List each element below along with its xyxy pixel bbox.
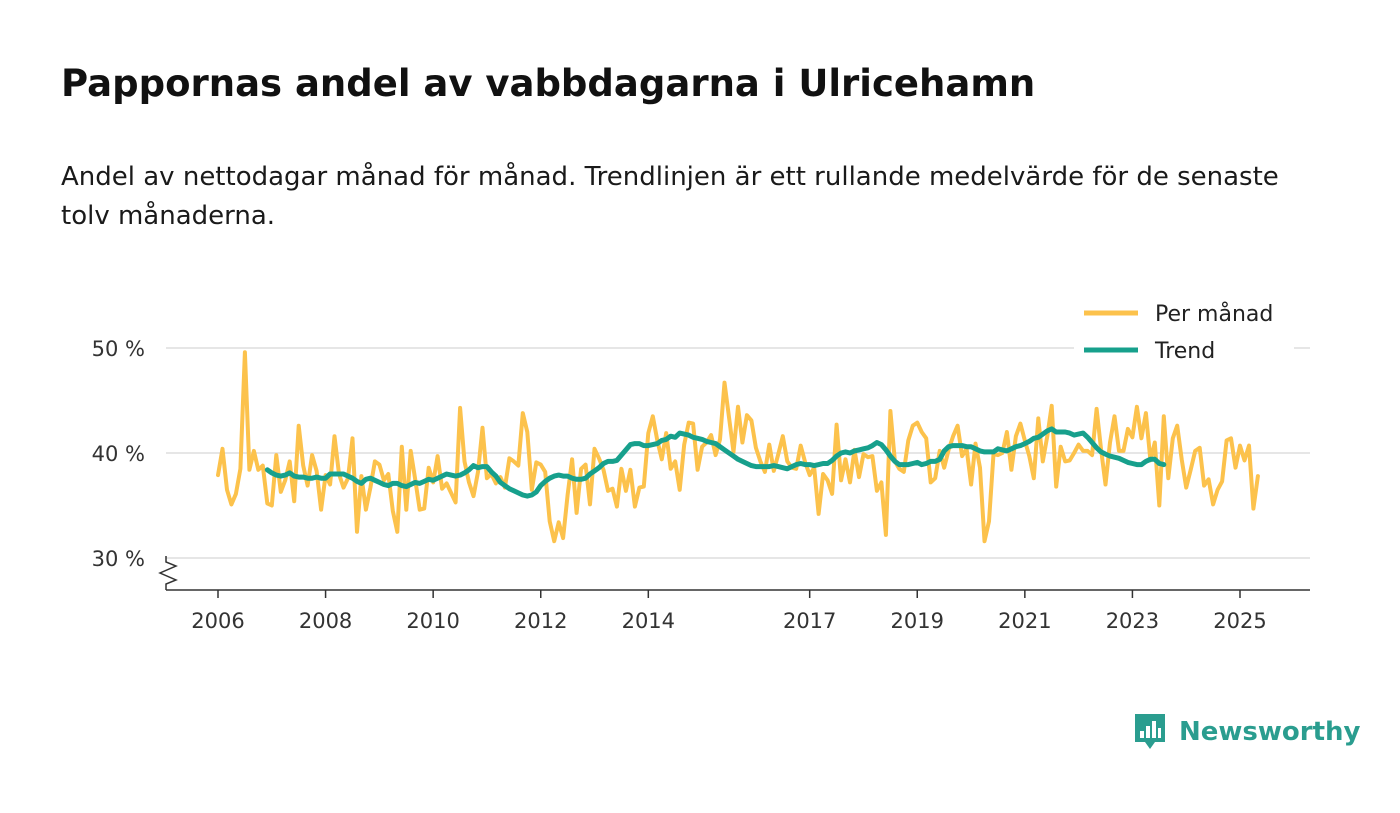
series-line-per-manad [216,350,1260,544]
x-tick-label: 2014 [622,609,675,633]
x-tick-label: 2025 [1213,609,1266,633]
legend-background [1074,290,1294,374]
x-tick-label: 2017 [783,609,836,633]
x-tick-label: 2019 [891,609,944,633]
x-tick-label: 2023 [1106,609,1159,633]
y-tick-labels: 30 % 40 % 50 % [92,337,145,571]
brand-name: Newsworthy [1179,717,1361,747]
y-tick-label: 40 % [92,442,145,466]
y-tick-label: 30 % [92,547,145,571]
axis-break-icon [158,556,178,590]
x-tick-label: 2012 [514,609,567,633]
x-tick-labels: 2006 2008 2010 2012 2014 2017 2019 2021 2023 2025 [191,609,1266,633]
brand-logo: Newsworthy [1133,712,1360,752]
x-tick-label: 2021 [998,609,1051,633]
y-tick-label: 50 % [92,337,145,361]
x-tick-label: 2008 [299,609,352,633]
x-axis [158,556,1310,598]
legend-label-per-manad: Per månad [1155,301,1273,327]
page-title: Pappornas andel av vabbdagarna i Ulriceh… [61,62,1036,105]
x-tick-label: 2006 [191,609,244,633]
legend-label-trend: Trend [1154,339,1215,364]
x-tick-label: 2010 [406,609,459,633]
legend: Per månad Trend [1074,290,1294,374]
series-line-trend [264,426,1167,499]
page-subtitle: Andel av nettodagar månad för månad. Tre… [61,162,1279,231]
newsworthy-logo-icon [1135,714,1165,749]
